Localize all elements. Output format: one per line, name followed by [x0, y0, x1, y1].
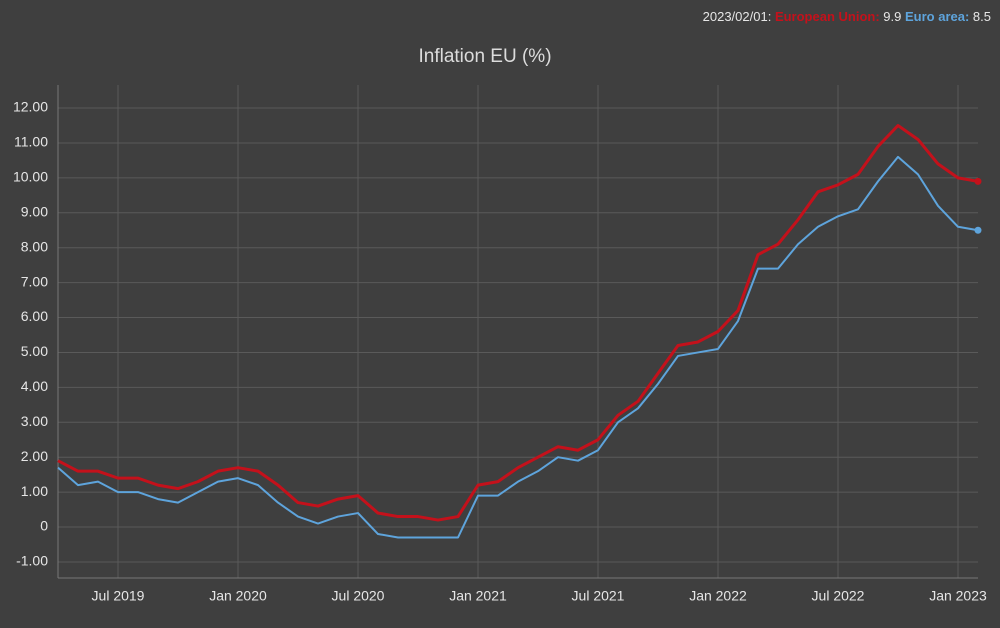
hover-date: 2023/02/01: — [703, 9, 772, 24]
y-tick-label: -1.00 — [16, 553, 48, 569]
x-tick-label: Jan 2023 — [929, 588, 987, 604]
end-marker — [974, 177, 982, 185]
y-tick-label: 4.00 — [21, 378, 48, 394]
y-tick-label: 0 — [40, 518, 48, 534]
x-tick-label: Jan 2022 — [689, 588, 747, 604]
y-tick-label: 7.00 — [21, 273, 48, 289]
chart-title: Inflation EU (%) — [418, 46, 551, 67]
y-tick-label: 9.00 — [21, 203, 48, 219]
x-tick-label: Jul 2019 — [92, 588, 145, 604]
x-tick-label: Jul 2022 — [812, 588, 865, 604]
y-tick-label: 6.00 — [21, 308, 48, 324]
y-tick-label: 3.00 — [21, 413, 48, 429]
x-tick-label: Jul 2021 — [572, 588, 625, 604]
y-tick-label: 5.00 — [21, 343, 48, 359]
y-tick-label: 11.00 — [14, 134, 48, 150]
hover-value: 9.9 — [883, 9, 901, 24]
y-tick-label: 12.00 — [13, 99, 48, 115]
hover-value: 8.5 — [973, 9, 991, 24]
series-line — [57, 155, 979, 539]
y-tick-label: 1.00 — [21, 483, 48, 499]
x-tick-label: Jan 2020 — [209, 588, 267, 604]
end-marker — [974, 226, 982, 234]
y-tick-label: 2.00 — [21, 448, 48, 464]
hover-label: European Union: — [775, 9, 880, 24]
y-tick-label: 8.00 — [21, 238, 48, 254]
hover-label: Euro area: — [905, 9, 969, 24]
series-line — [57, 124, 979, 522]
x-tick-label: Jul 2020 — [332, 588, 385, 604]
x-tick-label: Jan 2021 — [449, 588, 507, 604]
y-tick-label: 10.00 — [13, 169, 48, 185]
hover-info: 2023/02/01: European Union: 9.9 Euro are… — [703, 9, 991, 24]
